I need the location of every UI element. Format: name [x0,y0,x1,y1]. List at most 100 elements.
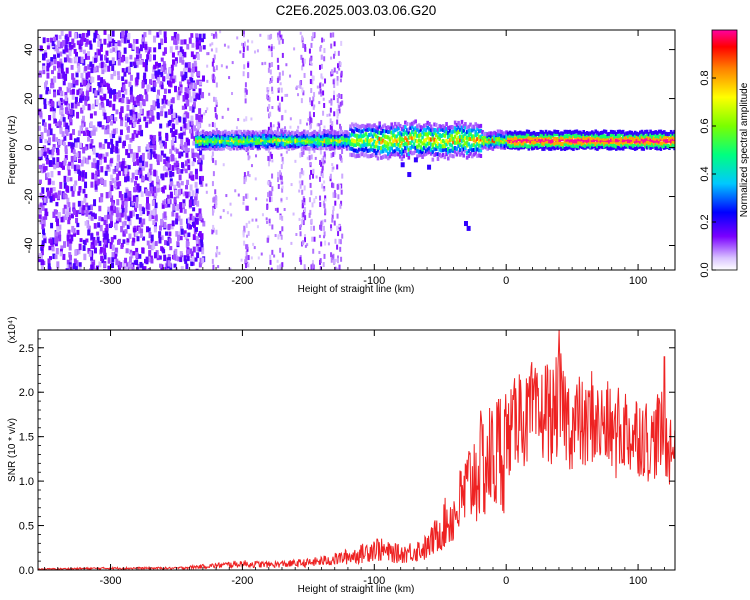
spectrogram-carrier-cell [390,122,393,127]
spectrogram-noise-cell [302,240,305,244]
spectrogram-noise-cell [201,154,205,160]
spectrogram-carrier-cell [554,145,558,150]
spectrogram-streak-cell [301,180,304,186]
spectrogram-carrier-cell [458,152,462,157]
spectrogram-noise-cell [338,224,341,228]
spectrogram-streak-cell [267,192,270,198]
spectrogram-carrier-cell [328,139,332,144]
spectrogram-noise-cell [67,57,71,63]
spectrogram-carrier-cell [386,130,390,135]
spectrogram-carrier-cell [326,138,330,143]
spectrogram-carrier-cell [652,130,656,135]
spectrogram-carrier-cell [640,142,644,147]
spectrogram-carrier-cell [347,140,351,145]
spectrogram-carrier-cell [349,127,352,132]
spectrogram-carrier-cell [359,152,363,157]
spectrogram-noise-cell [123,47,127,54]
spectrogram-carrier-cell [361,134,364,139]
spectrogram-streak-cell [212,207,215,213]
spectrogram-noise-cell [200,114,204,119]
spectrogram-noise-cell [63,57,67,63]
spectrogram-noise-cell [153,186,157,193]
spectrogram-noise-cell [339,63,342,67]
spectrogram-noise-cell [115,109,119,115]
spectrogram-noise-cell [179,208,183,213]
spectrogram-streak-cell [304,46,307,52]
spectrogram-carrier-cell [594,129,598,134]
spectrogram-noise-cell [118,97,122,103]
spectrogram-carrier-cell [491,131,495,136]
spectrogram-streak-cell [279,174,282,180]
spectrogram-streak-cell [323,56,326,62]
spectrogram-noise-cell [228,76,231,80]
spectrogram-carrier-cell [273,132,277,137]
spectrogram-carrier-cell [659,146,663,151]
spectrogram-noise-cell [45,154,49,161]
spectrogram-carrier-cell [448,148,452,153]
spectrogram-noise-cell [74,249,78,256]
spectrogram-carrier-cell [220,131,224,136]
spectrogram-noise-cell [85,238,89,243]
spectrogram-carrier-cell [229,135,232,140]
spectrogram-carrier-cell [493,139,496,144]
spectrogram-noise-cell [178,174,182,181]
spectrogram-carrier-cell [470,148,474,153]
spectrogram-carrier-cell [426,147,429,152]
spectrogram-carrier-cell [424,143,428,148]
spectrogram-carrier-cell [201,137,205,142]
spectrogram-carrier-cell [256,139,260,144]
spectrogram-noise-cell [113,145,117,152]
spectrogram-carrier-cell [577,144,580,149]
spectrogram-noise-cell [129,61,133,68]
spectrogram-noise-cell [261,62,264,66]
spectrogram-noise-cell [336,70,339,74]
spectrogram-streak-cell [247,255,250,261]
spectrogram-noise-cell [121,204,125,209]
spectrogram-noise-cell [234,189,237,193]
spectrogram-carrier-cell [409,145,412,150]
spectrogram-carrier-cell [621,134,625,139]
spectrogram-carrier-cell [344,133,347,138]
spectrogram-carrier-cell [359,129,363,134]
spectrogram-noise-cell [126,224,130,230]
spectrogram-carrier-cell [335,135,339,140]
spectrogram-noise-cell [99,246,103,253]
spectrogram-noise-cell [70,155,74,163]
spectrogram-carrier-cell [668,132,671,137]
spectrogram-streak-cell [318,64,321,70]
spectrogram-carrier-cell [198,135,201,140]
spectrogram-carrier-cell [320,136,323,141]
spectrogram-carrier-cell [368,132,371,137]
spectrogram-noise-cell [146,110,150,116]
spectrogram-y-tick-label: -20 [23,189,35,205]
spectrogram-carrier-cell [429,124,433,129]
spectrogram-streak-cell [340,40,343,46]
spectrogram-carrier-cell [597,145,601,150]
spectrogram-carrier-cell [489,131,493,136]
spectrogram-carrier-cell [436,127,440,132]
spectrogram-carrier-cell [414,130,417,135]
spectrogram-carrier-cell [426,135,429,140]
spectrogram-noise-cell [103,248,107,256]
spectrogram-noise-cell [148,154,152,160]
spectrogram-streak-cell [279,230,282,236]
spectrogram-streak-cell [313,32,316,38]
spectrogram-noise-cell [75,51,79,57]
spectrogram-noise-cell [50,269,54,270]
spectrogram-carrier-cell [393,149,397,154]
spectrogram-carrier-cell [446,125,450,130]
spectrogram-carrier-cell [244,134,248,139]
spectrogram-streak-cell [211,210,214,216]
spectrogram-noise-cell [52,253,56,260]
spectrogram-noise-cell [197,114,201,122]
spectrogram-carrier-cell [230,137,234,142]
spectrogram-noise-cell [115,219,119,224]
spectrogram-noise-cell [186,179,190,185]
spectrogram-noise-cell [47,101,51,106]
spectrogram-carrier-cell [402,142,405,147]
spectrogram-noise-cell [53,54,57,59]
spectrogram-carrier-cell [669,129,673,134]
spectrogram-carrier-cell [292,143,296,148]
spectrogram-noise-cell [77,151,81,159]
spectrogram-carrier-cell [424,149,428,154]
